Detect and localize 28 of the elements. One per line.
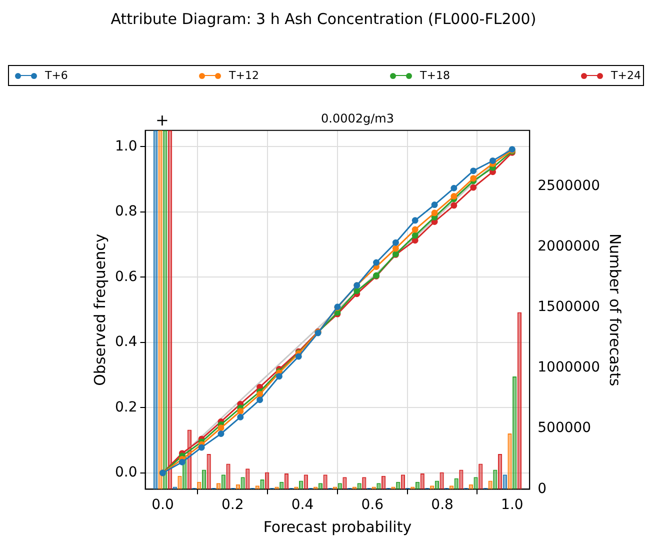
y-tick-label: 0.4 bbox=[115, 334, 138, 350]
x-axis-title: Forecast probability bbox=[263, 518, 412, 536]
x-tick-label: 0.2 bbox=[221, 497, 244, 514]
y2-tick-label: 2500000 bbox=[538, 178, 600, 194]
text: + bbox=[156, 110, 169, 130]
x-tick-label: 0.6 bbox=[361, 497, 384, 514]
y-tick-label: 0.6 bbox=[115, 268, 138, 285]
y-tick-label: 0.2 bbox=[115, 399, 138, 416]
y2-tick-label: 0 bbox=[538, 480, 547, 497]
y-tick-label: 1.0 bbox=[115, 138, 138, 154]
legend-label: T+18 bbox=[420, 69, 450, 82]
chart-title: Attribute Diagram: 3 h Ash Concentration (FL000-FL200) bbox=[110, 10, 538, 28]
x-tick-label: 0.8 bbox=[431, 497, 454, 514]
y2-tick-label: 1500000 bbox=[538, 299, 600, 316]
y2-tick-label: 2000000 bbox=[538, 238, 600, 254]
y-tick-label: 0.8 bbox=[115, 204, 138, 220]
legend-label: T+24 bbox=[611, 69, 641, 82]
y2-axis-title: Number of forecasts bbox=[606, 233, 624, 386]
y2-tick-label: 1000000 bbox=[538, 360, 600, 376]
y-tick-label: 0.0 bbox=[115, 464, 138, 481]
y2-tick-label: 500000 bbox=[538, 420, 592, 436]
y-axis-title: Observed frequency bbox=[90, 234, 109, 386]
legend-label: T+6 bbox=[45, 69, 68, 82]
chart-subtitle: 0.0002g/m3 bbox=[321, 111, 394, 126]
legend-label: T+12 bbox=[229, 69, 259, 82]
x-tick-label: 1.0 bbox=[501, 497, 524, 514]
x-tick-label: 0.4 bbox=[291, 497, 314, 514]
x-tick-label: 0.0 bbox=[152, 497, 174, 514]
